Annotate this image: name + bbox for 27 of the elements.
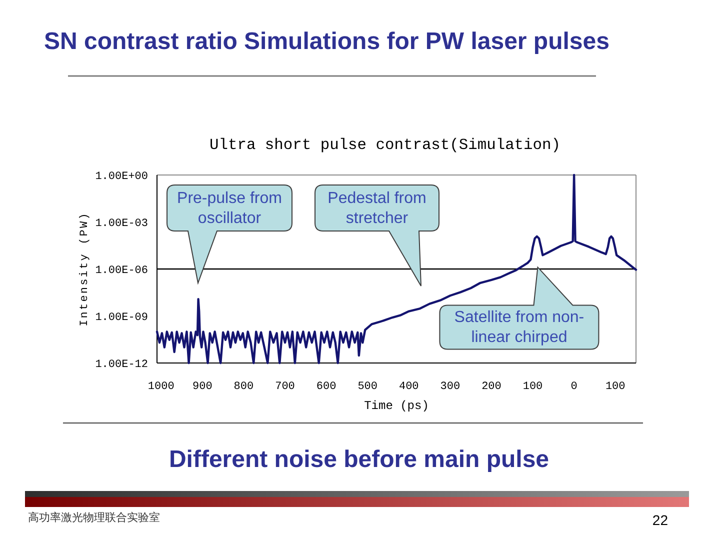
xtick-label: 800 (234, 381, 254, 393)
ytick-label: 1.00E-12 (95, 359, 148, 371)
xtick-label: 700 (275, 381, 295, 393)
xtick-label: 900 (192, 381, 212, 393)
xtick-label: 1000 (148, 381, 174, 393)
xtick-label: 400 (398, 381, 419, 393)
title: SN contrast ratio Simulations for PW laser pulses (44, 28, 610, 55)
annotation: 高功率激光物理联合实验室 (28, 512, 160, 524)
xtick-label: 500 (358, 381, 378, 393)
ytick-label: 1.00E-06 (95, 265, 148, 277)
chart-title: Ultra short pulse contrast(Simulation) (210, 136, 560, 154)
ylabel: Intensity (PW) (79, 212, 91, 326)
ytick-label: 1.00E-09 (95, 312, 148, 324)
annotation: Different noise before main pulse (168, 446, 550, 473)
xtick-label: 0 (570, 381, 578, 393)
annotation: Pedestal from stretcher (328, 190, 426, 227)
xtick-label: 600 (316, 381, 336, 393)
xtick-label: 300 (440, 381, 460, 393)
xtick-label: 100 (522, 381, 543, 393)
ytick-label: 1.00E+00 (95, 171, 148, 183)
xtick-label: 200 (482, 381, 502, 393)
ytick-label: 1.00E-03 (95, 218, 148, 230)
annotation: 22 (652, 512, 668, 528)
annotation: Pre-pulse from oscillator (177, 190, 282, 227)
xtick-label: 100 (605, 381, 626, 393)
annotation: Satellite from non-linear chirped (454, 309, 584, 346)
xlabel: Time (ps) (364, 399, 429, 413)
